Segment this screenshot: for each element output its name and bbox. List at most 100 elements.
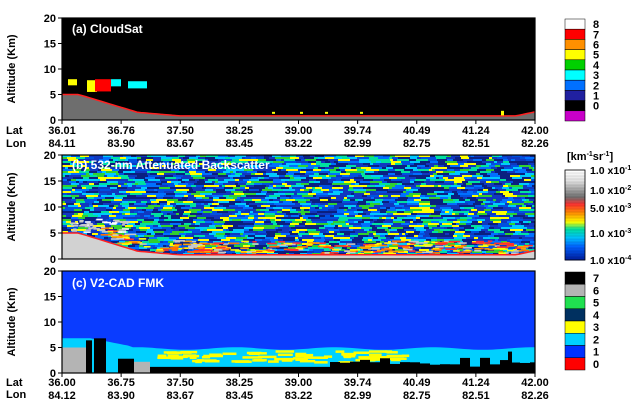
backscatter-cell (318, 201, 326, 203)
colorbar-b-title: [km-1sr-1] (567, 151, 613, 163)
backscatter-cell (370, 193, 377, 195)
backscatter-cell (151, 213, 163, 215)
backscatter-cell (309, 191, 312, 193)
backscatter-cell (358, 201, 366, 203)
surface-mask (330, 362, 340, 373)
backscatter-cell (377, 219, 385, 221)
backscatter-cell (336, 155, 347, 157)
backscatter-cell (522, 239, 533, 241)
backscatter-cell (288, 215, 291, 217)
backscatter-cell (101, 169, 112, 171)
backscatter-cell (407, 215, 416, 217)
backscatter-cell (346, 171, 353, 173)
backscatter-cell (96, 237, 104, 239)
backscatter-cell (226, 199, 235, 201)
backscatter-cell (475, 217, 479, 219)
backscatter-cell (486, 199, 493, 201)
backscatter-cell (118, 179, 122, 181)
backscatter-cell (360, 185, 367, 187)
backscatter-cell (435, 253, 440, 255)
backscatter-cell (405, 221, 410, 223)
backscatter-cell (466, 185, 474, 187)
backscatter-cell (444, 187, 449, 189)
backscatter-cell (379, 173, 388, 175)
backscatter-cell (195, 241, 200, 243)
backscatter-cell (181, 177, 193, 179)
backscatter-cell (503, 193, 513, 195)
backscatter-cell (218, 167, 229, 169)
backscatter-cell (62, 185, 71, 187)
backscatter-cell (257, 171, 266, 173)
backscatter-cell (62, 225, 67, 227)
backscatter-cell (426, 157, 436, 159)
backscatter-cell (196, 205, 204, 207)
backscatter-cell (192, 187, 202, 189)
aerosol-layer-cell (297, 246, 308, 248)
backscatter-cell (108, 235, 111, 237)
backscatter-cell (173, 203, 176, 205)
backscatter-cell (279, 171, 288, 173)
backscatter-cell (109, 211, 119, 213)
backscatter-cell (499, 217, 509, 219)
y-tick-label: 0 (50, 115, 56, 127)
aerosol-layer-cell (471, 242, 484, 244)
backscatter-cell (158, 239, 164, 241)
backscatter-cell (103, 235, 108, 237)
backscatter-cell (470, 235, 479, 237)
cloud-cell (83, 223, 88, 226)
backscatter-cell (158, 225, 161, 227)
backscatter-cell (525, 197, 535, 199)
cloud-cell (118, 231, 127, 233)
backscatter-cell (370, 163, 373, 165)
backscatter-cell (173, 225, 178, 227)
backscatter-cell (492, 195, 497, 197)
backscatter-cell (213, 163, 221, 165)
backscatter-cell (216, 253, 227, 255)
backscatter-cell (408, 197, 420, 199)
backscatter-cell (295, 225, 305, 227)
backscatter-cell (115, 193, 123, 195)
backscatter-cell (209, 225, 215, 227)
backscatter-cell (512, 201, 524, 203)
backscatter-cell (62, 167, 65, 169)
backscatter-cell (62, 169, 72, 171)
backscatter-cell (440, 207, 451, 209)
backscatter-cell (142, 221, 153, 223)
backscatter-cell (166, 229, 173, 231)
surface-mask (500, 360, 510, 373)
backscatter-cell (506, 225, 512, 227)
backscatter-cell (147, 187, 159, 189)
backscatter-cell (111, 179, 118, 181)
backscatter-cell (206, 187, 216, 189)
backscatter-cell (487, 171, 491, 173)
backscatter-cell (98, 181, 107, 183)
backscatter-cell (472, 251, 482, 253)
backscatter-cell (111, 199, 114, 201)
backscatter-cell (215, 157, 225, 159)
backscatter-cell (259, 179, 262, 181)
backscatter-cell (362, 225, 370, 227)
backscatter-cell (290, 211, 298, 213)
backscatter-cell (264, 167, 269, 169)
backscatter-cell (460, 217, 467, 219)
backscatter-cell (533, 211, 535, 213)
backscatter-cell (321, 237, 324, 239)
backscatter-cell (321, 161, 325, 163)
backscatter-cell (519, 183, 529, 185)
backscatter-cell (349, 169, 357, 171)
surface-mask (380, 358, 390, 373)
backscatter-cell (62, 157, 67, 159)
backscatter-cell (266, 171, 274, 173)
backscatter-cell (434, 191, 444, 193)
backscatter-cell (101, 211, 109, 213)
backscatter-cell (380, 163, 391, 165)
backscatter-cell (90, 209, 94, 211)
backscatter-cell (229, 167, 238, 169)
backscatter-cell (158, 243, 170, 245)
cloud-echo (325, 111, 328, 114)
backscatter-cell (306, 187, 312, 189)
backscatter-cell (262, 239, 270, 241)
backscatter-cell (388, 241, 391, 243)
colorbar-step (565, 227, 585, 229)
backscatter-cell (103, 163, 110, 165)
